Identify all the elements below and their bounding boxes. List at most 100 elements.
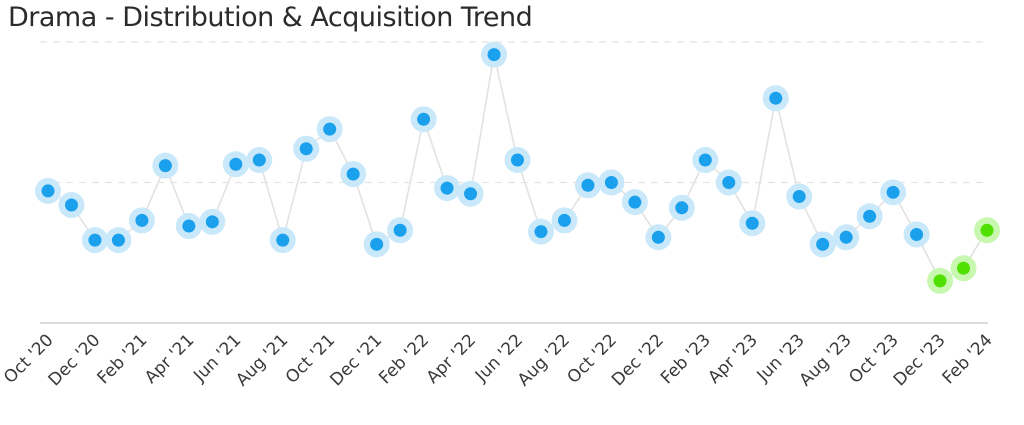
x-tick-label: Aug '22 bbox=[514, 330, 574, 390]
data-point[interactable]: Sep '21: 1.24 bbox=[293, 135, 320, 162]
data-point[interactable]: Mar '23: 1 bbox=[715, 169, 742, 196]
data-point[interactable]: Feb '21: 0.73 bbox=[128, 207, 155, 234]
data-point-marker: Jul '21: 1.16 bbox=[252, 153, 266, 167]
data-point[interactable]: Aug '23: 0.61 bbox=[833, 224, 860, 251]
data-point-marker: Apr '23: 0.71 bbox=[745, 216, 759, 230]
x-tick-label: Apr '22 bbox=[423, 330, 480, 387]
chart-title: Drama - Distribution & Acquisition Trend bbox=[8, 2, 533, 33]
data-point-marker: Feb '23: 1.16 bbox=[698, 153, 712, 167]
data-point-marker: May '22: 1.91 bbox=[487, 48, 501, 62]
data-point[interactable]: Feb '22: 1.45 bbox=[410, 106, 437, 133]
data-point-marker: Oct '23: 0.93 bbox=[886, 185, 900, 199]
data-point[interactable]: Aug '21: 0.59 bbox=[269, 227, 296, 254]
data-point-marker: Jun '21: 1.13 bbox=[229, 157, 243, 171]
data-point[interactable]: Oct '20: 0.94 bbox=[35, 177, 61, 204]
data-point[interactable]: Sep '23: 0.76 bbox=[856, 203, 883, 230]
data-point-marker: Dec '22: 0.61 bbox=[651, 230, 665, 244]
data-point[interactable]: Jun '21: 1.13 bbox=[222, 151, 249, 178]
data-point[interactable]: Dec '23: 0.3 bbox=[927, 267, 954, 294]
data-point-marker: Oct '20: 0.94 bbox=[41, 184, 55, 198]
data-point[interactable]: Dec '21: 0.56 bbox=[363, 231, 390, 258]
gridlines bbox=[40, 41, 988, 184]
data-point[interactable]: Feb '23: 1.16 bbox=[692, 147, 719, 174]
data-point-marker: Dec '20: 0.59 bbox=[88, 233, 102, 247]
data-point[interactable]: Mar '21: 1.12 bbox=[152, 152, 179, 179]
data-point[interactable]: Oct '23: 0.93 bbox=[880, 179, 907, 206]
data-point-marker: Jan '23: 0.82 bbox=[675, 201, 689, 215]
data-point[interactable]: Jan '23: 0.82 bbox=[668, 194, 695, 221]
x-tick-label: Feb '24 bbox=[939, 330, 997, 388]
data-point-marker: Feb '24: 0.66 bbox=[980, 223, 994, 237]
data-points: Oct '20: 0.94 Nov '20: 0.84 Dec '20: 0.59 J… bbox=[35, 41, 1000, 294]
data-point[interactable]: Jan '24: 0.39 bbox=[950, 255, 977, 282]
data-point[interactable]: Jan '21: 0.59 bbox=[105, 227, 132, 254]
data-point[interactable]: Mar '22: 0.96 bbox=[434, 175, 461, 202]
data-point-marker: Jul '22: 0.65 bbox=[534, 225, 548, 239]
data-point-marker: Aug '23: 0.61 bbox=[839, 230, 853, 244]
data-point[interactable]: Nov '20: 0.84 bbox=[58, 191, 85, 218]
data-point[interactable]: Jul '21: 1.16 bbox=[246, 147, 273, 174]
data-point[interactable]: Jun '23: 0.9 bbox=[786, 183, 813, 210]
data-point[interactable]: Apr '22: 0.92 bbox=[457, 180, 484, 207]
data-point[interactable]: Oct '22: 1 bbox=[598, 169, 625, 196]
data-point[interactable]: May '21: 0.72 bbox=[199, 208, 226, 235]
data-point-marker: Nov '22: 0.86 bbox=[628, 195, 642, 209]
data-point-marker: Aug '21: 0.59 bbox=[276, 233, 290, 247]
data-point-marker: Mar '22: 0.96 bbox=[440, 181, 454, 195]
data-point-marker: Sep '22: 0.98 bbox=[581, 178, 595, 192]
data-point-marker: Mar '23: 1 bbox=[722, 176, 736, 189]
data-point-marker: Jul '23: 0.56 bbox=[816, 237, 830, 251]
data-point[interactable]: Apr '23: 0.71 bbox=[739, 210, 766, 237]
data-point[interactable]: Apr '21: 0.69 bbox=[175, 213, 202, 240]
data-point[interactable]: Feb '24: 0.66 bbox=[974, 217, 1000, 244]
data-point[interactable]: Nov '23: 0.63 bbox=[903, 221, 930, 248]
data-point-marker: Dec '21: 0.56 bbox=[370, 237, 384, 251]
data-point-marker: Nov '21: 1.06 bbox=[346, 167, 360, 181]
data-point[interactable]: Jul '23: 0.56 bbox=[809, 231, 836, 258]
data-point-marker: Jun '22: 1.16 bbox=[511, 153, 524, 167]
data-point[interactable]: Jan '22: 0.66 bbox=[387, 217, 414, 244]
x-tick-label: Feb '23 bbox=[657, 330, 715, 388]
data-point-marker: Apr '22: 0.92 bbox=[464, 187, 478, 201]
data-point-marker: Apr '21: 0.69 bbox=[182, 219, 196, 233]
data-point[interactable]: Dec '20: 0.59 bbox=[81, 227, 108, 254]
data-point-marker: Oct '22: 1 bbox=[604, 176, 618, 189]
data-point[interactable]: May '23: 1.6 bbox=[762, 85, 789, 112]
x-tick-label: Feb '21 bbox=[94, 330, 152, 388]
data-point-marker: Nov '20: 0.84 bbox=[64, 198, 78, 212]
data-point[interactable]: Jun '22: 1.16 bbox=[504, 147, 531, 174]
data-point-marker: Jan '24: 0.39 bbox=[957, 261, 971, 275]
data-point-marker: Jan '21: 0.59 bbox=[111, 233, 125, 247]
x-tick-label: Dec '20 bbox=[45, 330, 105, 390]
data-point[interactable]: May '22: 1.91 bbox=[481, 41, 508, 68]
data-point[interactable]: Nov '22: 0.86 bbox=[621, 189, 648, 216]
data-point-marker: Mar '21: 1.12 bbox=[158, 159, 172, 173]
x-tick-label: Dec '23 bbox=[890, 330, 950, 390]
data-point-marker: Dec '23: 0.3 bbox=[933, 274, 947, 288]
data-point-marker: Aug '22: 0.73 bbox=[557, 213, 571, 227]
x-tick-label: Dec '22 bbox=[608, 330, 668, 390]
data-point-marker: Jun '23: 0.9 bbox=[792, 190, 806, 204]
x-tick-label: Dec '21 bbox=[326, 330, 386, 390]
data-point[interactable]: Nov '21: 1.06 bbox=[340, 161, 367, 188]
data-point[interactable]: Jul '22: 0.65 bbox=[527, 218, 554, 245]
x-tick-label: Apr '21 bbox=[141, 330, 198, 387]
data-point-marker: May '21: 0.72 bbox=[205, 215, 219, 229]
data-point-marker: Feb '22: 1.45 bbox=[417, 112, 431, 126]
data-point[interactable]: Dec '22: 0.61 bbox=[645, 224, 672, 251]
data-point-marker: Nov '23: 0.63 bbox=[910, 227, 924, 241]
data-point[interactable]: Sep '22: 0.98 bbox=[574, 172, 601, 199]
data-point-marker: Oct '21: 1.38 bbox=[323, 122, 337, 136]
data-point-marker: Jan '22: 0.66 bbox=[393, 223, 407, 237]
data-point[interactable]: Aug '22: 0.73 bbox=[551, 207, 578, 234]
data-point-marker: Sep '21: 1.24 bbox=[299, 142, 313, 156]
data-point-marker: Feb '21: 0.73 bbox=[135, 213, 149, 227]
x-tick-label: Apr '23 bbox=[704, 330, 761, 387]
x-tick-label: Feb '22 bbox=[375, 330, 433, 388]
x-tick-label: Aug '21 bbox=[232, 330, 292, 390]
data-point-marker: May '23: 1.6 bbox=[769, 91, 783, 105]
x-tick-label: Aug '23 bbox=[796, 330, 856, 390]
data-point[interactable]: Oct '21: 1.38 bbox=[316, 116, 343, 143]
